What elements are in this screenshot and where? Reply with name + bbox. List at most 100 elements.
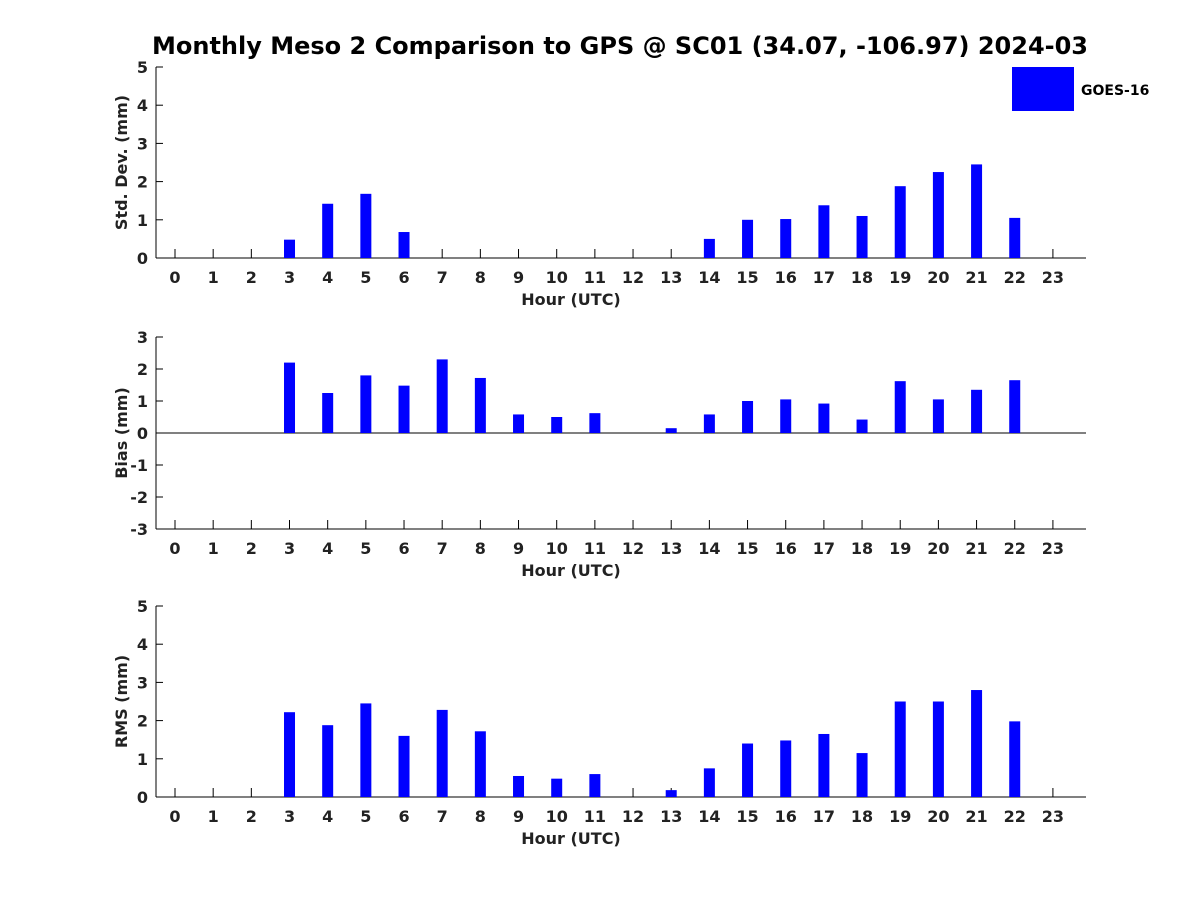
x-tick-label: 7 bbox=[437, 807, 448, 826]
y-tick-label: 1 bbox=[137, 392, 148, 411]
x-tick-label: 12 bbox=[622, 807, 644, 826]
bar-hour-17 bbox=[818, 403, 830, 433]
x-tick-label: 13 bbox=[660, 539, 682, 558]
x-tick-label: 11 bbox=[584, 807, 606, 826]
x-tick-label: 20 bbox=[927, 268, 949, 287]
bar-hour-18 bbox=[856, 753, 868, 797]
bar-hour-3 bbox=[284, 362, 296, 433]
x-tick-label: 21 bbox=[965, 539, 987, 558]
x-tick-label: 12 bbox=[622, 539, 644, 558]
x-tick-label: 20 bbox=[927, 539, 949, 558]
x-tick-label: 0 bbox=[169, 539, 180, 558]
bar-hour-15 bbox=[742, 401, 754, 433]
y-tick-label: -1 bbox=[130, 456, 148, 475]
x-tick-label: 15 bbox=[736, 539, 758, 558]
x-tick-label: 4 bbox=[322, 268, 333, 287]
bar-hour-15 bbox=[742, 743, 754, 797]
bar-hour-3 bbox=[284, 239, 296, 258]
x-tick-label: 14 bbox=[698, 268, 720, 287]
bar-hour-11 bbox=[589, 774, 601, 797]
x-tick-label: 18 bbox=[851, 268, 873, 287]
x-tick-label: 1 bbox=[208, 807, 219, 826]
bar-hour-14 bbox=[703, 414, 715, 433]
x-tick-label: 11 bbox=[584, 539, 606, 558]
bar-hour-16 bbox=[780, 740, 792, 797]
x-tick-label: 9 bbox=[513, 807, 524, 826]
x-tick-label: 20 bbox=[927, 807, 949, 826]
bar-hour-6 bbox=[398, 735, 410, 797]
x-tick-label: 5 bbox=[360, 539, 371, 558]
x-tick-label: 17 bbox=[813, 268, 835, 287]
x-tick-label: 7 bbox=[437, 268, 448, 287]
bar-hour-4 bbox=[322, 393, 334, 433]
bar-hour-18 bbox=[856, 215, 868, 258]
x-tick-label: 19 bbox=[889, 268, 911, 287]
x-tick-label: 14 bbox=[698, 539, 720, 558]
bar-hour-21 bbox=[971, 690, 983, 797]
bar-hour-7 bbox=[436, 709, 448, 797]
y-tick-label: 0 bbox=[137, 249, 148, 268]
x-tick-label: 19 bbox=[889, 539, 911, 558]
bar-hour-6 bbox=[398, 385, 410, 433]
x-tick-label: 6 bbox=[398, 539, 409, 558]
x-tick-label: 18 bbox=[851, 539, 873, 558]
bar-hour-9 bbox=[513, 414, 525, 433]
x-axis-label: Hour (UTC) bbox=[521, 290, 621, 309]
y-axis-label: RMS (mm) bbox=[112, 655, 131, 748]
bar-hour-21 bbox=[971, 389, 983, 433]
x-tick-label: 2 bbox=[246, 539, 257, 558]
x-tick-label: 10 bbox=[546, 807, 568, 826]
bar-hour-17 bbox=[818, 205, 830, 258]
y-tick-label: -2 bbox=[130, 488, 148, 507]
x-tick-label: 1 bbox=[208, 539, 219, 558]
x-tick-label: 23 bbox=[1042, 539, 1064, 558]
x-tick-label: 15 bbox=[736, 268, 758, 287]
bar-hour-4 bbox=[322, 725, 334, 797]
x-tick-label: 22 bbox=[1004, 539, 1026, 558]
bar-hour-11 bbox=[589, 413, 601, 433]
bar-hour-14 bbox=[703, 768, 715, 797]
x-tick-label: 7 bbox=[437, 539, 448, 558]
y-tick-label: 1 bbox=[137, 211, 148, 230]
y-tick-label: 4 bbox=[137, 635, 148, 654]
y-tick-label: 4 bbox=[137, 96, 148, 115]
x-tick-label: 13 bbox=[660, 807, 682, 826]
bar-hour-3 bbox=[284, 712, 296, 797]
legend-label: GOES-16 bbox=[1081, 83, 1149, 99]
x-tick-label: 22 bbox=[1004, 807, 1026, 826]
x-tick-label: 22 bbox=[1004, 268, 1026, 287]
bar-hour-20 bbox=[932, 701, 944, 797]
x-tick-label: 23 bbox=[1042, 807, 1064, 826]
y-tick-label: 2 bbox=[137, 173, 148, 192]
bar-hour-21 bbox=[971, 164, 983, 258]
y-tick-label: 1 bbox=[137, 750, 148, 769]
bar-hour-20 bbox=[932, 172, 944, 258]
x-axis-label: Hour (UTC) bbox=[521, 829, 621, 848]
bar-hour-14 bbox=[703, 238, 715, 258]
y-tick-label: 5 bbox=[137, 58, 148, 77]
y-tick-label: 3 bbox=[137, 328, 148, 347]
bar-hour-8 bbox=[474, 731, 486, 797]
x-tick-label: 1 bbox=[208, 268, 219, 287]
x-tick-label: 14 bbox=[698, 807, 720, 826]
x-tick-label: 16 bbox=[775, 807, 797, 826]
y-axis-label: Bias (mm) bbox=[112, 387, 131, 479]
x-tick-label: 2 bbox=[246, 807, 257, 826]
bar-hour-22 bbox=[1009, 380, 1021, 433]
x-tick-label: 19 bbox=[889, 807, 911, 826]
x-tick-label: 11 bbox=[584, 268, 606, 287]
bar-hour-10 bbox=[551, 778, 563, 797]
x-tick-label: 15 bbox=[736, 807, 758, 826]
x-tick-label: 10 bbox=[546, 539, 568, 558]
y-tick-label: 0 bbox=[137, 788, 148, 807]
x-tick-label: 23 bbox=[1042, 268, 1064, 287]
x-tick-label: 4 bbox=[322, 807, 333, 826]
x-tick-label: 3 bbox=[284, 268, 295, 287]
bar-hour-5 bbox=[360, 193, 372, 258]
x-tick-label: 16 bbox=[775, 539, 797, 558]
figure-title: Monthly Meso 2 Comparison to GPS @ SC01 … bbox=[152, 32, 1088, 60]
